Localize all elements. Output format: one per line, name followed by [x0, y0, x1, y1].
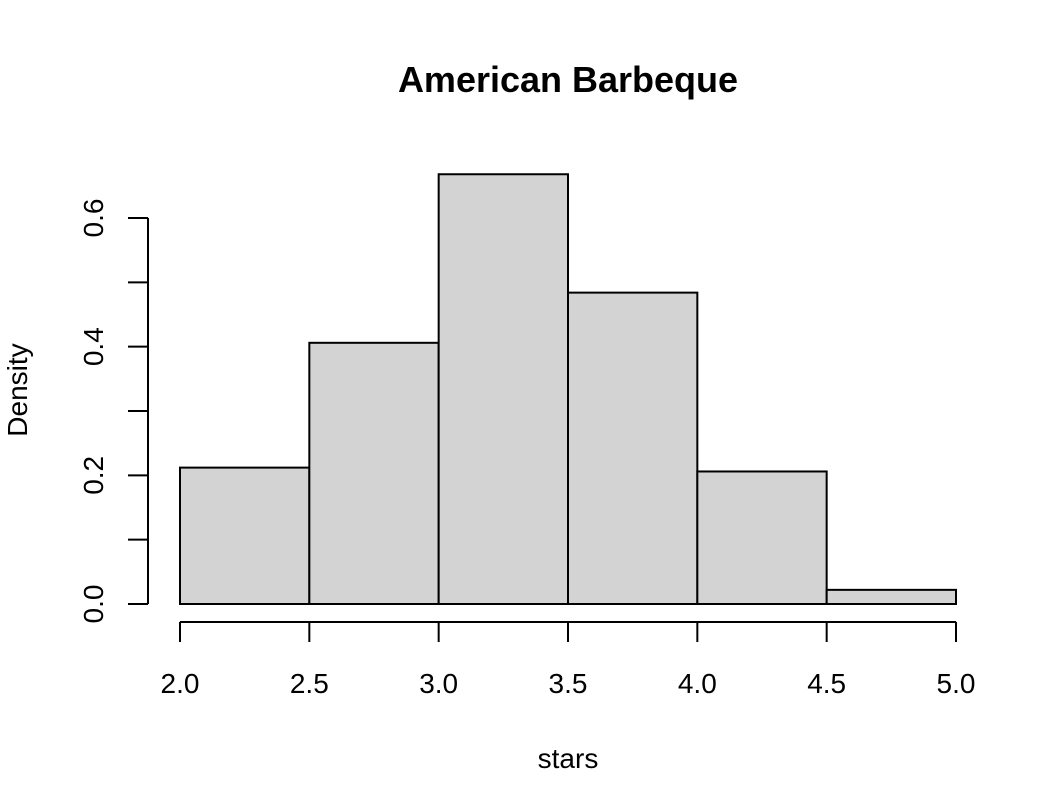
x-tick-label: 2.5: [290, 668, 329, 699]
y-tick-label: 0.4: [78, 327, 109, 366]
x-axis-label: stars: [538, 743, 599, 774]
x-tick-label: 3.0: [419, 668, 458, 699]
y-axis-label: Density: [2, 343, 33, 436]
histogram-bar-4: [696, 470, 828, 605]
histogram-bar-5: [825, 588, 958, 606]
y-tick-label: 0.0: [78, 585, 109, 624]
x-tick-label: 3.5: [549, 668, 588, 699]
histogram-bar-0: [179, 466, 311, 606]
y-axis: 0.0 0.2 0.4 0.6: [78, 199, 149, 624]
histogram-bar-2: [437, 173, 569, 605]
chart-title: American Barbeque: [398, 59, 738, 100]
x-tick-label: 2.0: [161, 668, 200, 699]
histogram-bar-1: [308, 341, 440, 605]
bars-group: [179, 173, 958, 606]
x-tick-label: 4.5: [807, 668, 846, 699]
y-tick-label: 0.2: [78, 456, 109, 495]
x-tick-label: 5.0: [937, 668, 976, 699]
x-axis: 2.0 2.5 3.0 3.5 4.0 4.5 5.0: [161, 621, 976, 699]
y-tick-label: 0.6: [78, 199, 109, 238]
histogram-bar-3: [567, 291, 699, 605]
x-tick-label: 4.0: [678, 668, 717, 699]
